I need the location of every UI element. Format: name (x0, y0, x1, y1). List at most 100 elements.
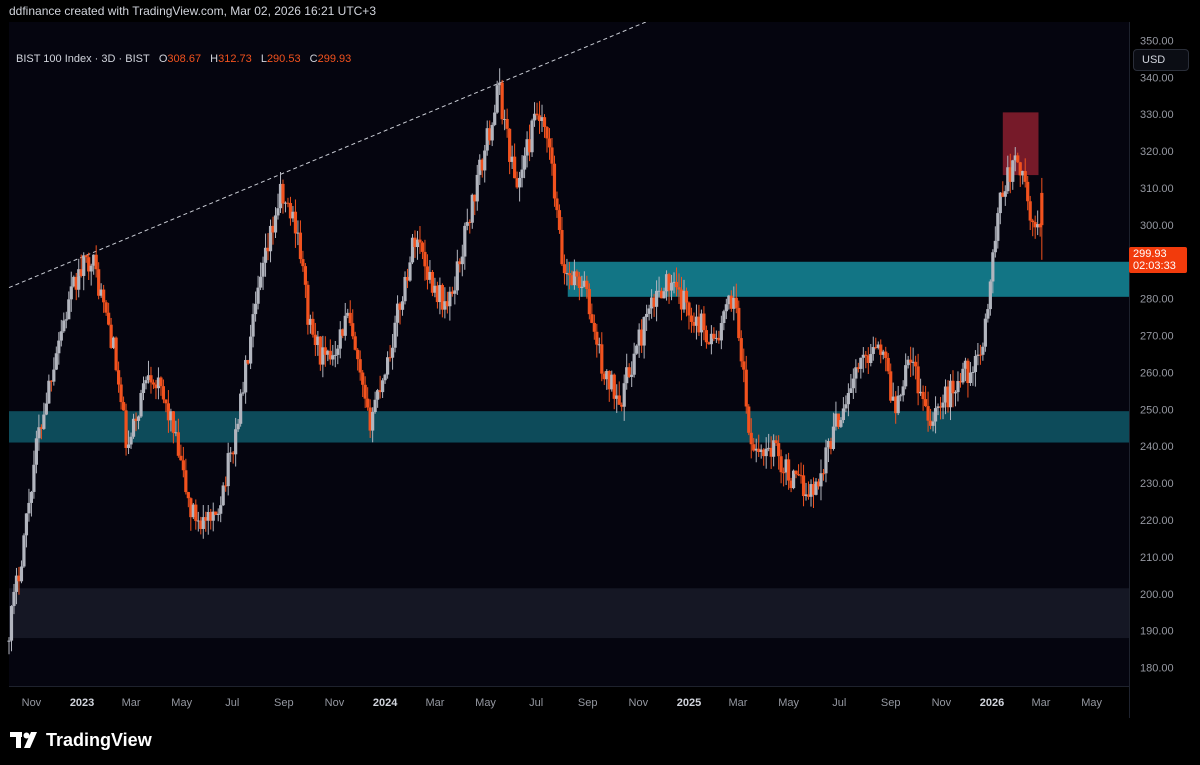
candle (206, 504, 210, 535)
candle (438, 277, 442, 315)
candle (480, 158, 484, 178)
candle (861, 347, 865, 373)
plot-background (9, 22, 1129, 686)
candle (216, 508, 220, 522)
candle (174, 420, 178, 437)
candle (159, 376, 163, 396)
chart-frame[interactable]: 350.00 340.00 330.00 320.00 310.00 300.00 290.… (0, 22, 1200, 718)
candle (373, 391, 377, 414)
price-tick-label: 240.00 (1140, 441, 1174, 453)
candle (107, 302, 111, 326)
candle (179, 444, 183, 461)
chart-attribution: ddfinance created with TradingView.com, … (0, 0, 1200, 22)
candle (490, 122, 494, 147)
candle (988, 279, 992, 316)
candle (64, 311, 68, 329)
candle (508, 128, 512, 175)
candle (926, 391, 930, 432)
candle (582, 271, 586, 288)
candle (612, 373, 616, 410)
candle (151, 379, 156, 389)
candle (1001, 181, 1005, 198)
candle (433, 277, 437, 298)
candle (605, 369, 609, 390)
candle (293, 199, 298, 248)
candlestick-chart[interactable]: 350.00 340.00 330.00 320.00 310.00 300.00 290.… (0, 22, 1200, 718)
candle (856, 362, 860, 373)
trendline-dashed[interactable] (8, 22, 646, 289)
currency-badge[interactable]: USD (1133, 49, 1189, 71)
candle (737, 300, 741, 342)
candle (423, 239, 427, 281)
candle (316, 330, 320, 356)
candle (669, 274, 674, 301)
candle (662, 287, 666, 299)
candle (34, 430, 38, 474)
candle (405, 268, 410, 289)
candle (234, 417, 238, 467)
candle (809, 479, 813, 507)
open-value: 308.67 (167, 53, 202, 65)
candle (196, 511, 200, 532)
candle (904, 353, 908, 390)
candle (652, 293, 656, 317)
tradingview-logo[interactable]: TradingView (10, 728, 152, 752)
candle (722, 309, 726, 331)
candle (677, 273, 681, 304)
candle (881, 349, 885, 360)
candle (102, 284, 106, 313)
time-tick-label: Mar (122, 697, 141, 709)
candle (353, 331, 357, 351)
candle (811, 477, 816, 509)
candle (301, 250, 305, 272)
candle (112, 336, 116, 350)
candle (884, 346, 888, 372)
high-value: 312.73 (218, 53, 252, 65)
candle (318, 336, 322, 371)
candle (520, 155, 524, 188)
candle (418, 226, 422, 254)
candle (709, 325, 713, 355)
candle (846, 383, 850, 417)
candle (894, 391, 898, 424)
candle (973, 350, 978, 387)
candle (114, 336, 118, 372)
candle (1038, 223, 1042, 237)
candle (914, 355, 918, 380)
zone-low[interactable] (9, 588, 1129, 639)
time-tick-label: Nov (325, 697, 345, 709)
candle (734, 283, 738, 314)
candle (567, 262, 572, 290)
candle (430, 269, 435, 297)
time-tick-label: Sep (578, 697, 598, 709)
candle (879, 339, 883, 364)
candle (744, 355, 748, 414)
candle (244, 355, 248, 404)
candle (667, 272, 671, 304)
zone-support-lower[interactable] (9, 411, 1129, 443)
candle (595, 323, 599, 358)
candle (343, 302, 347, 341)
candle (976, 342, 980, 366)
candle (194, 499, 198, 530)
candle (697, 304, 701, 336)
zones-layer (9, 112, 1129, 639)
candle (493, 104, 497, 127)
candle (998, 192, 1002, 225)
candle (338, 321, 342, 359)
candle (435, 281, 440, 309)
candle (630, 361, 634, 388)
high-label: H (210, 53, 219, 65)
candle (953, 390, 958, 407)
price-tick-label: 300.00 (1140, 220, 1174, 232)
tradingview-logo-icon (10, 732, 37, 748)
candle (899, 393, 903, 402)
candle (483, 144, 487, 183)
candle (313, 322, 317, 357)
candle (186, 491, 190, 508)
candle (692, 312, 696, 333)
candle (978, 344, 982, 365)
candle (398, 302, 402, 325)
price-tick-label: 310.00 (1140, 183, 1174, 195)
candle (931, 412, 935, 432)
